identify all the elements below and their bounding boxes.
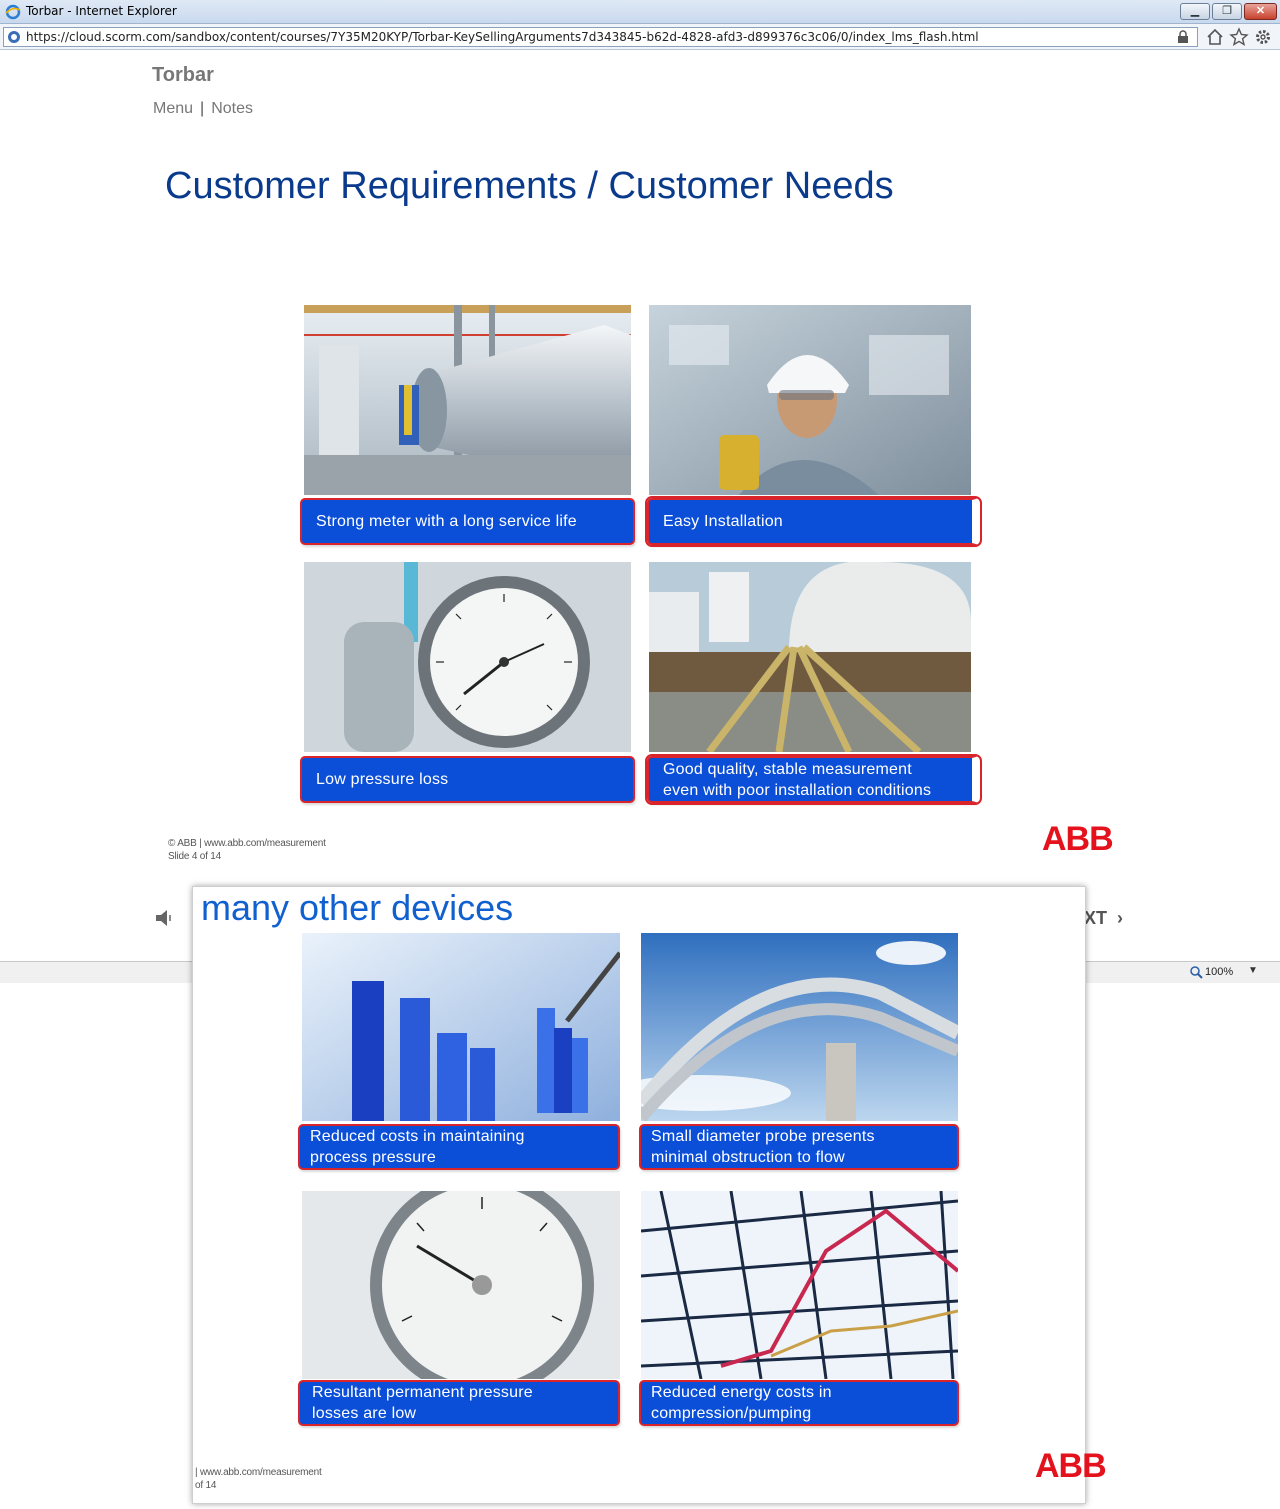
next-label: XT <box>1084 908 1108 928</box>
overlay-footer-url: | www.abb.com/measurement <box>195 1467 322 1478</box>
url-text: https://cloud.scorm.com/sandbox/content/… <box>26 30 979 44</box>
pipe-bridge-photo <box>641 933 958 1121</box>
overlay-slide-counter: of 14 <box>195 1480 217 1491</box>
course-nav: Menu | Notes <box>153 100 253 118</box>
restore-icon: ❐ <box>1222 5 1232 17</box>
line-chart-photo <box>641 1191 958 1379</box>
caption-text-line2: process pressure <box>310 1149 436 1166</box>
window-titlebar: Torbar - Internet Explorer ▁ ❐ ✕ <box>0 0 1280 24</box>
favorites-star-icon[interactable] <box>1229 27 1249 47</box>
caption-low-pressure-loss[interactable]: Low pressure loss <box>300 756 635 803</box>
restore-button[interactable]: ❐ <box>1212 3 1242 20</box>
footer-copyright: © ABB | www.abb.com/measurement <box>168 838 326 849</box>
zoom-dropdown-icon[interactable]: ▼ <box>1248 965 1258 976</box>
caption-text-line1: Reduced costs in maintaining <box>310 1128 525 1145</box>
zoom-icon <box>1190 966 1203 979</box>
bar-chart-photo <box>302 933 620 1121</box>
technician-photo <box>649 305 971 495</box>
minimize-icon: ▁ <box>1190 5 1200 17</box>
close-icon: ✕ <box>1255 5 1266 17</box>
pipelines-tanks-photo <box>649 562 971 752</box>
course-title: Torbar <box>152 64 214 86</box>
speaker-icon[interactable] <box>154 908 176 928</box>
abb-logo: ABB <box>1042 820 1114 858</box>
address-bar: https://cloud.scorm.com/sandbox/content/… <box>0 24 1280 50</box>
caption-reduced-costs[interactable]: Reduced costs in maintaining process pre… <box>298 1124 620 1170</box>
menu-link[interactable]: Menu <box>153 100 194 117</box>
caption-small-diameter[interactable]: Small diameter probe presents minimal ob… <box>639 1124 959 1170</box>
caption-text: Low pressure loss <box>316 771 449 788</box>
caption-easy-installation[interactable]: Easy Installation <box>645 496 982 547</box>
overlay-footer: | www.abb.com/measurement of 14 <box>195 1466 322 1492</box>
slide-footer: © ABB | www.abb.com/measurement Slide 4 … <box>168 837 326 863</box>
window-title: Torbar - Internet Explorer <box>26 4 177 18</box>
caption-text-line2: even with poor installation conditions <box>663 781 932 799</box>
home-icon[interactable] <box>1205 27 1225 47</box>
caption-text: Easy Installation <box>663 513 783 530</box>
caption-text-line2: minimal obstruction to flow <box>651 1149 845 1166</box>
internet-explorer-icon <box>5 4 21 20</box>
caption-text-line1: Good quality, stable measurement <box>663 760 912 778</box>
caption-good-quality[interactable]: Good quality, stable measurement even wi… <box>645 754 982 805</box>
overlay-title: many other devices <box>201 887 514 928</box>
settings-gear-icon[interactable] <box>1253 27 1273 47</box>
close-button[interactable]: ✕ <box>1244 3 1277 20</box>
caption-text-line1: Resultant permanent pressure <box>312 1384 533 1401</box>
notes-link[interactable]: Notes <box>211 100 253 117</box>
caption-text-line1: Reduced energy costs in <box>651 1384 832 1401</box>
zoom-level[interactable]: 100% <box>1205 966 1234 978</box>
caption-text-line2: losses are low <box>312 1405 417 1422</box>
site-icon <box>8 31 20 43</box>
next-button[interactable]: XT › <box>1084 908 1123 929</box>
overlay-abb-logo: ABB <box>1035 1447 1107 1485</box>
pressure-gauge-photo <box>304 562 631 752</box>
url-field[interactable]: https://cloud.scorm.com/sandbox/content/… <box>3 27 1198 47</box>
chevron-right-icon: › <box>1117 908 1124 928</box>
caption-resultant-pressure[interactable]: Resultant permanent pressure losses are … <box>298 1380 620 1426</box>
caption-text-line2: compression/pumping <box>651 1405 812 1422</box>
caption-text: Strong meter with a long service life <box>316 513 577 530</box>
caption-strong-meter[interactable]: Strong meter with a long service life <box>300 498 635 545</box>
lock-icon[interactable] <box>1177 30 1189 44</box>
minimize-button[interactable]: ▁ <box>1180 3 1210 20</box>
nav-separator: | <box>200 100 205 117</box>
overlay-slide: many other devices Reduced costs in main… <box>192 886 1107 1504</box>
caption-text-line1: Small diameter probe presents <box>651 1128 875 1145</box>
pipeline-meter-photo <box>304 305 631 495</box>
slide-counter: Slide 4 of 14 <box>168 851 221 862</box>
caption-reduced-energy[interactable]: Reduced energy costs in compression/pump… <box>639 1380 959 1426</box>
slide-title: Customer Requirements / Customer Needs <box>165 165 894 207</box>
gauge-closeup-photo <box>302 1191 620 1379</box>
